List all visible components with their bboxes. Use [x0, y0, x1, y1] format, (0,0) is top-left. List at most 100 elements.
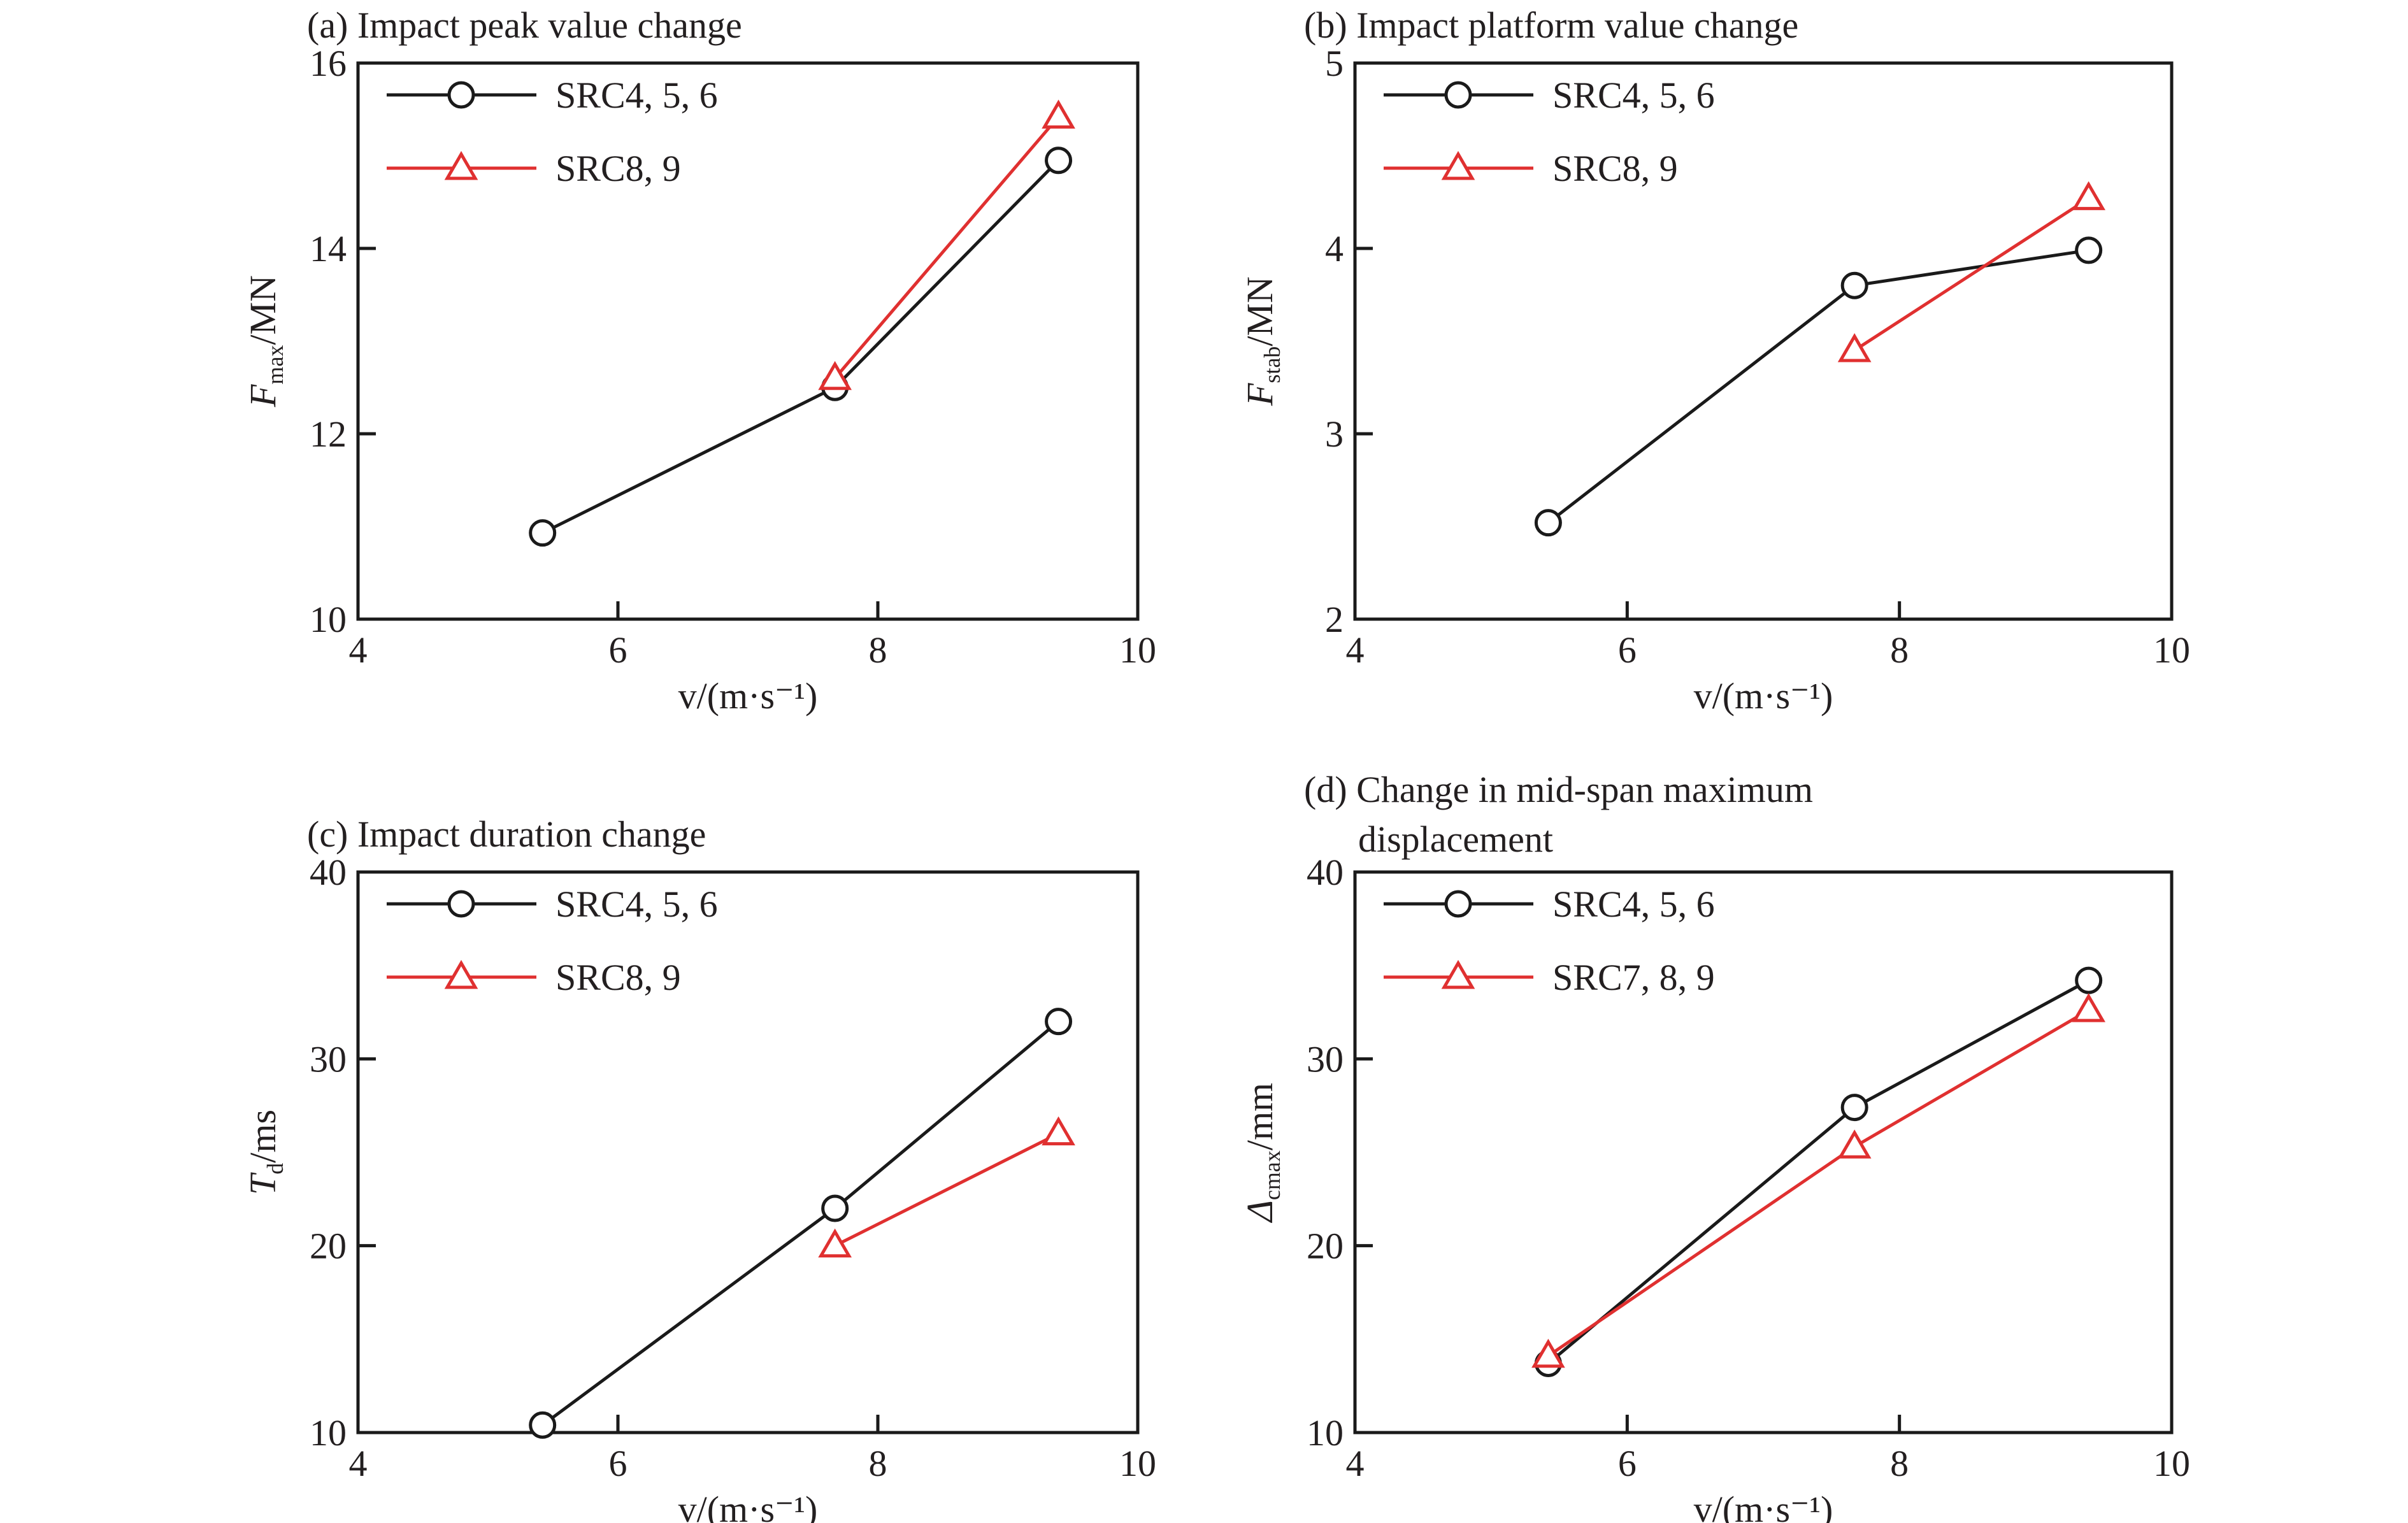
y-tick-label: 30: [1307, 1038, 1344, 1080]
series-line: [1547, 248, 2089, 524]
y-axis-subscript: max: [262, 345, 288, 385]
series-line: [541, 159, 1060, 534]
y-tick-label: 30: [310, 1038, 347, 1080]
y-tick-label: 16: [310, 43, 347, 84]
y-axis-label: Fmax/MN: [242, 275, 288, 408]
data-point-circle: [821, 1194, 849, 1222]
y-axis-unit: /MN: [242, 275, 283, 345]
legend-label: SRC8, 9: [555, 957, 681, 998]
data-point-circle: [1534, 509, 1562, 537]
x-axis-label: v/(m·s⁻¹): [1694, 1489, 1833, 1523]
y-axis-label: Δcmax/mm: [1239, 1083, 1285, 1223]
x-tick-label: 4: [1346, 629, 1365, 671]
data-point-triangle: [1837, 333, 1872, 362]
chart-panel: (d) Change in mid-span maximum displaceme…: [1239, 769, 2190, 1523]
data-point-circle: [529, 519, 557, 547]
y-tick-label: 40: [310, 852, 347, 893]
x-tick-label: 6: [1618, 1443, 1637, 1484]
y-tick-label: 4: [1325, 228, 1344, 269]
x-axis-label: v/(m·s⁻¹): [678, 1489, 818, 1523]
y-tick-label: 5: [1325, 43, 1344, 84]
y-axis-subscript: stab: [1259, 347, 1285, 383]
series-0: [529, 147, 1073, 547]
data-point-triangle: [818, 361, 852, 390]
legend-label: SRC7, 8, 9: [1552, 957, 1715, 998]
x-tick-label: 4: [1346, 1443, 1365, 1484]
series-line: [541, 1020, 1060, 1427]
data-point-circle: [1840, 271, 1868, 299]
chart-title: (a) Impact peak value change: [307, 4, 742, 46]
y-axis-symbol: Δ: [1239, 1200, 1280, 1223]
plot-frame: [356, 870, 1140, 1434]
y-tick-label: 12: [310, 413, 347, 455]
y-axis-subscript: cmax: [1259, 1150, 1285, 1200]
x-tick-label: 6: [609, 629, 627, 671]
data-point-triangle: [818, 1228, 852, 1258]
data-point-triangle: [444, 151, 478, 180]
data-point-circle: [1840, 1094, 1868, 1122]
y-axis-symbol: F: [242, 384, 283, 408]
series-line: [1547, 1008, 2089, 1357]
legend-label: SRC4, 5, 6: [555, 75, 718, 116]
data-point-circle: [1045, 147, 1073, 175]
y-axis-symbol: F: [1239, 383, 1280, 406]
series-1: [1531, 993, 2105, 1368]
data-point-triangle: [1042, 1116, 1075, 1146]
y-axis-subscript: d: [262, 1163, 288, 1175]
y-tick-label: 2: [1325, 599, 1344, 640]
legend-label: SRC4, 5, 6: [1552, 883, 1715, 925]
chart-title: (d) Change in mid-span maximum: [1304, 769, 1813, 810]
chart-panel: (a) Impact peak value change 4 6 8 10 10 12 14 1…: [242, 4, 1156, 717]
x-tick-label: 8: [869, 1443, 887, 1484]
y-tick-label: 10: [310, 599, 347, 640]
legend-item: SRC4, 5, 6: [1384, 883, 1715, 925]
y-axis-unit: /MN: [1239, 276, 1280, 347]
x-tick-label: 10: [1119, 1443, 1156, 1484]
data-point-circle: [1444, 81, 1472, 109]
data-point-triangle: [1441, 151, 1475, 180]
legend-item: SRC8, 9: [387, 957, 681, 998]
x-tick-label: 8: [1890, 629, 1909, 671]
plot-frame: [1353, 61, 2174, 621]
series-line: [834, 1132, 1059, 1247]
y-tick-label: 10: [1307, 1412, 1344, 1454]
plot-frame: [1353, 870, 2174, 1434]
chart-title-line2: displacement: [1358, 819, 1553, 860]
legend-label: SRC4, 5, 6: [555, 883, 718, 925]
series-0: [1534, 236, 2103, 537]
data-point-circle: [2075, 236, 2103, 264]
y-tick-label: 3: [1325, 413, 1344, 455]
y-tick-label: 14: [310, 228, 347, 269]
chart-panel: (b) Impact platform value change 4 6 8 10 2 3 4…: [1239, 4, 2190, 717]
legend-item: SRC4, 5, 6: [387, 75, 718, 116]
data-point-triangle: [1042, 99, 1075, 129]
y-tick-label: 10: [310, 1412, 347, 1454]
y-axis-label: Fstab/MN: [1239, 276, 1285, 406]
legend-item: SRC4, 5, 6: [1384, 75, 1715, 116]
y-axis-unit: /ms: [242, 1110, 283, 1163]
x-axis-label: v/(m·s⁻¹): [678, 675, 818, 717]
series-1: [818, 99, 1075, 390]
data-point-triangle: [444, 960, 478, 989]
series-1: [1837, 181, 2105, 362]
x-tick-label: 6: [1618, 629, 1637, 671]
data-point-circle: [447, 81, 475, 109]
y-axis-unit: /mm: [1239, 1083, 1280, 1150]
y-tick-label: 20: [1307, 1226, 1344, 1267]
series-line: [1853, 197, 2090, 352]
data-point-triangle: [1837, 1129, 1872, 1159]
legend-item: SRC7, 8, 9: [1384, 957, 1715, 998]
x-tick-label: 10: [2153, 629, 2190, 671]
x-tick-label: 4: [349, 1443, 368, 1484]
data-point-triangle: [2072, 181, 2105, 210]
legend-label: SRC8, 9: [555, 148, 681, 189]
series-0: [529, 1008, 1073, 1439]
data-point-circle: [2075, 966, 2103, 994]
chart-title: (b) Impact platform value change: [1304, 4, 1798, 46]
legend-label: SRC4, 5, 6: [1552, 75, 1715, 116]
x-tick-label: 8: [869, 629, 887, 671]
legend-item: SRC4, 5, 6: [387, 883, 718, 925]
y-axis-label: Td/ms: [242, 1110, 288, 1195]
chart-title: (c) Impact duration change: [307, 813, 706, 855]
